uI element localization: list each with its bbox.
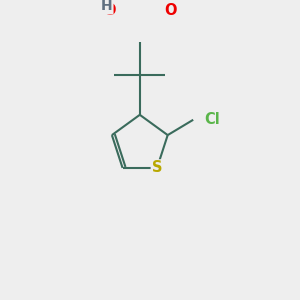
Text: Cl: Cl	[205, 112, 220, 127]
Text: O: O	[103, 3, 116, 18]
Text: O: O	[164, 3, 176, 18]
Text: H: H	[101, 0, 112, 14]
Text: S: S	[152, 160, 162, 175]
